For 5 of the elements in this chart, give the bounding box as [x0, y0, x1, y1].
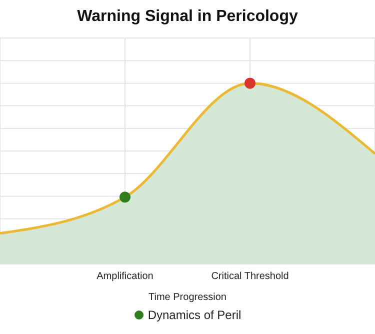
chart-title: Warning Signal in Pericology [76, 8, 299, 26]
x-tick-label: Amplification [96, 271, 154, 282]
x-tick-label: Critical Threshold [211, 271, 289, 282]
legend-label: Dynamics of Peril [146, 308, 242, 322]
x-axis-title: Time Progression [148, 292, 226, 303]
